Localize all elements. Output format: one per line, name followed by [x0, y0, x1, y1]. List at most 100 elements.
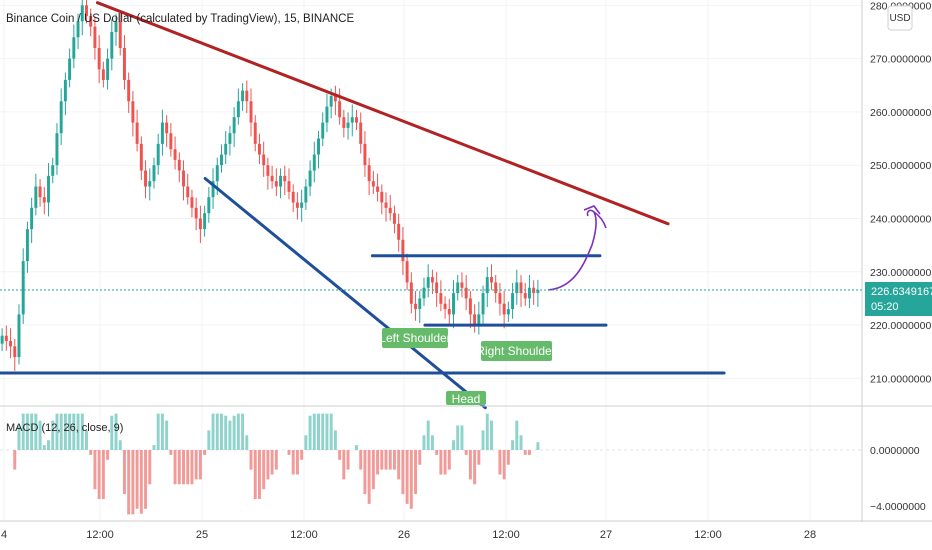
candle [17, 304, 21, 365]
candle [439, 280, 443, 312]
candle [152, 157, 156, 189]
candle [443, 296, 447, 319]
candle [523, 282, 527, 306]
candle [468, 290, 472, 329]
candle [279, 168, 283, 199]
candle [346, 112, 350, 140]
price-badge-value: 226.6349167 [871, 286, 932, 298]
candle [114, 13, 118, 46]
candlesticks [0, 0, 540, 371]
candle [270, 165, 274, 189]
candle [384, 192, 388, 222]
candle [156, 133, 160, 175]
candle [380, 184, 384, 215]
candle [333, 85, 337, 116]
candle [110, 19, 114, 71]
svg-text:Head: Head [452, 392, 481, 406]
y-tick-label: 260.0000000 [870, 107, 931, 119]
candle [511, 282, 515, 319]
candle [312, 141, 316, 183]
candle [291, 184, 295, 213]
candle [51, 157, 55, 184]
currency-button-label: USD [889, 13, 910, 24]
x-tick-label: 12:00 [694, 529, 722, 541]
candle [42, 187, 46, 215]
candle [452, 280, 455, 329]
candle [506, 301, 510, 322]
candle [228, 125, 232, 156]
candle [308, 160, 312, 197]
candle [182, 160, 185, 201]
candle [274, 168, 278, 197]
candle [397, 213, 401, 252]
candle [232, 107, 236, 148]
x-tick-label: 27 [600, 529, 612, 541]
trend-lines [0, 1, 726, 410]
candle [414, 290, 418, 321]
candle [342, 109, 346, 138]
candle [388, 195, 392, 221]
candle [93, 16, 97, 60]
price-badge-countdown: 05:20 [871, 301, 899, 313]
svg-text:Right Shoulder: Right Shoulder [476, 344, 555, 358]
candle [426, 264, 430, 298]
candle [287, 168, 291, 200]
candle [392, 205, 396, 234]
candle [25, 221, 29, 273]
candle [409, 272, 413, 314]
x-tick-label: 28 [804, 529, 816, 541]
x-tick-label: 12:00 [492, 529, 520, 541]
candle [59, 88, 63, 145]
y-tick-label: 270.0000000 [870, 54, 931, 66]
candle [253, 115, 257, 152]
candle [76, 13, 80, 50]
macd-tick-label: 0.0000000 [870, 445, 920, 457]
projection-arrowhead [583, 205, 601, 215]
candle [63, 72, 67, 116]
descending-resistance-line[interactable] [95, 1, 670, 226]
candle [165, 115, 169, 148]
projection-arrow [547, 205, 607, 291]
candle [220, 144, 223, 173]
candle [241, 83, 245, 111]
x-tick-label: 12:00 [86, 529, 114, 541]
candle [72, 24, 76, 69]
candle [38, 179, 42, 207]
x-tick-label: 26 [398, 529, 410, 541]
candle [194, 197, 198, 231]
candle [236, 88, 240, 125]
chart-title: Binance Coin / US Dollar (calculated by … [6, 13, 354, 25]
candle [47, 163, 50, 217]
candle [494, 274, 498, 303]
candle [456, 274, 460, 301]
candle [186, 173, 190, 205]
candle [502, 290, 506, 329]
candle [532, 280, 536, 305]
candle [224, 131, 228, 165]
candle [144, 160, 148, 199]
candle [169, 123, 173, 157]
candle [9, 328, 13, 359]
candle [190, 189, 194, 218]
candle [13, 338, 17, 371]
head-label: Head [446, 391, 486, 406]
candle [371, 171, 375, 194]
candle [135, 109, 139, 152]
candle [173, 136, 177, 170]
candle [359, 112, 363, 154]
candle [118, 11, 122, 56]
candle [34, 173, 38, 216]
candle [160, 109, 164, 156]
falling-support-line[interactable] [203, 177, 487, 410]
candle [203, 205, 207, 237]
right-shoulder-label: Right Shoulder [476, 341, 556, 361]
candle [4, 325, 8, 351]
candle [304, 179, 308, 210]
candle [55, 123, 59, 175]
candle [519, 274, 523, 307]
candle [481, 285, 485, 327]
candle [422, 277, 426, 306]
currency-button[interactable] [887, 5, 913, 31]
